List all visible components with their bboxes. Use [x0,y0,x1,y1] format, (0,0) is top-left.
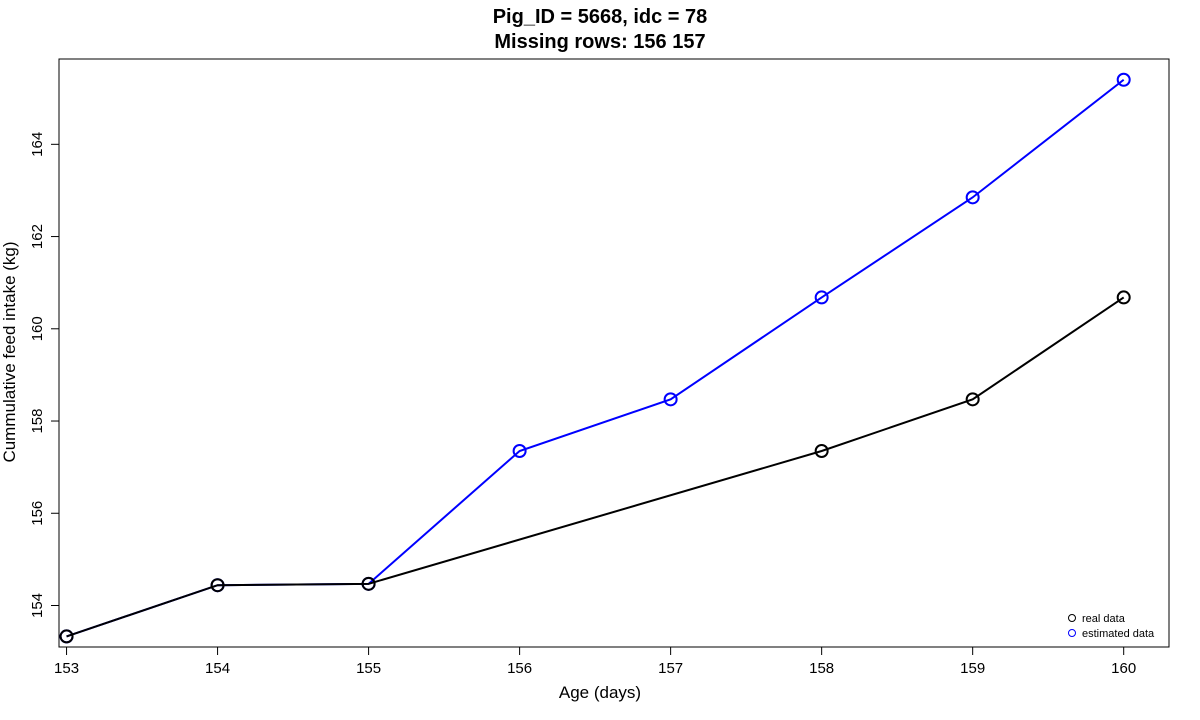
data-point [814,290,829,305]
series-real-data [59,290,1131,644]
data-point [59,629,74,644]
legend-label: estimated data [1082,628,1155,640]
x-tick-label: 156 [507,660,532,677]
y-tick-label: 154 [29,593,46,618]
legend-marker [1068,629,1076,637]
series-line [66,78,1125,638]
plot-frame [58,58,1170,648]
y-tick-label: 156 [29,501,46,526]
series-line [66,296,1125,638]
x-tick-label: 159 [960,660,985,677]
y-tick-label: 162 [29,224,46,249]
x-tick-label: 157 [658,660,683,677]
y-tick-label: 158 [29,409,46,434]
data-point [814,444,829,458]
x-tick-label: 160 [1111,660,1136,677]
data-point [361,576,376,591]
x-axis-label: Age (days) [558,683,642,702]
x-tick-label: 154 [205,660,230,677]
legend-label: real data [1082,613,1126,625]
series-estimated-data [59,72,1131,644]
y-axis: 154 156 158 160 162 164 [29,132,59,618]
data-point [965,190,980,205]
x-tick-label: 158 [809,660,834,677]
x-tick-label: 153 [54,660,79,677]
data-point [210,578,225,593]
data-point [965,392,980,407]
y-axis-label: Cummulative feed intake (kg) [0,241,19,463]
chart-subtitle: Missing rows: 156 157 [494,31,706,53]
data-point [663,392,678,407]
x-tick-label: 155 [356,660,381,677]
data-point [1116,290,1131,305]
legend-marker [1068,614,1076,622]
series-layer [59,72,1131,644]
y-tick-label: 160 [29,316,46,341]
x-axis: 153 154 155 156 157 158 159 160 [54,647,1136,677]
data-point [512,444,527,458]
chart-title: Pig_ID = 5668, idc = 78 [492,6,708,28]
y-tick-label: 164 [29,132,46,157]
data-point [1116,72,1131,87]
legend: real data estimated data [1068,613,1155,640]
